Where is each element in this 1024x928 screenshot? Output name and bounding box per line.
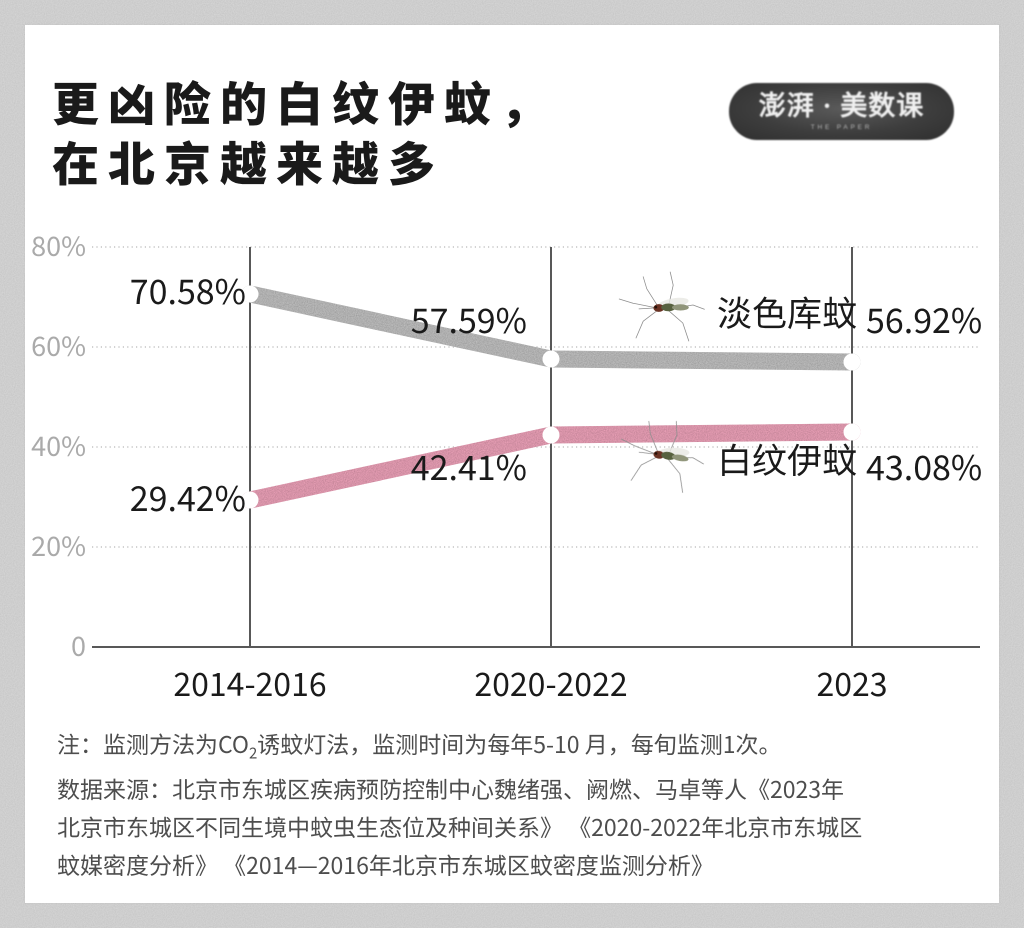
svg-text:淡色库蚊: 淡色库蚊 <box>717 286 857 337</box>
svg-text:57.59%: 57.59% <box>411 294 527 343</box>
svg-text:70.58%: 70.58% <box>130 265 246 314</box>
svg-text:0: 0 <box>71 625 86 664</box>
svg-text:29.42%: 29.42% <box>130 472 246 521</box>
svg-text:白纹伊蚊: 白纹伊蚊 <box>717 433 857 484</box>
svg-text:2020-2022: 2020-2022 <box>474 660 627 706</box>
svg-text:2023: 2023 <box>816 660 887 706</box>
svg-text:42.41%: 42.41% <box>411 441 527 490</box>
svg-text:43.08%: 43.08% <box>866 441 982 490</box>
svg-text:56.92%: 56.92% <box>866 294 982 343</box>
svg-text:60%: 60% <box>31 325 86 364</box>
svg-text:20%: 20% <box>31 525 86 564</box>
svg-text:40%: 40% <box>31 425 86 464</box>
svg-text:2014-2016: 2014-2016 <box>173 660 326 706</box>
svg-text:80%: 80% <box>31 225 86 264</box>
